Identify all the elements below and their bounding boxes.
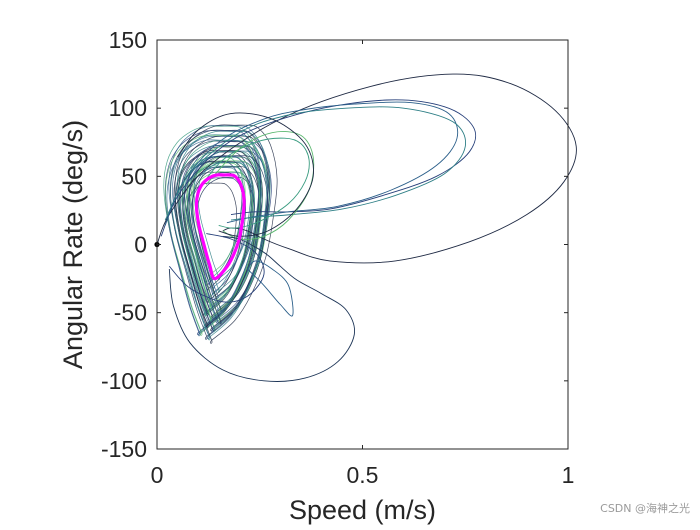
orbit-line [197, 162, 253, 281]
trajectory-line [247, 260, 294, 317]
orbit-line [184, 160, 261, 321]
y-tick-label: 50 [121, 163, 147, 189]
y-tick-label: -150 [101, 436, 147, 462]
x-tick-label: 1 [562, 462, 575, 488]
trajectory-series-group [156, 73, 577, 382]
orbit-line [188, 155, 269, 325]
trajectory-line [164, 106, 467, 221]
axis-ticks: 0 0.5 1 150 100 50 0 -50 -100 -150 [101, 27, 574, 488]
y-tick-label: 0 [134, 232, 147, 258]
orbit-line [182, 171, 245, 304]
trajectory-line [168, 235, 355, 382]
limit-cycle-line [194, 173, 246, 281]
trajectory-line [168, 233, 265, 303]
orbit-line [180, 165, 252, 317]
limit-cycle-group [194, 173, 246, 281]
y-tick-label: 150 [109, 27, 147, 53]
orbit-line [169, 129, 269, 340]
orbit-line [183, 156, 244, 285]
orbit-line [190, 177, 247, 295]
y-tick-label: -50 [114, 300, 147, 326]
trajectory-line [177, 112, 314, 237]
orbit-line [166, 139, 259, 337]
orbit-line [170, 134, 267, 341]
x-axis-label: Speed (m/s) [289, 495, 436, 525]
y-tick-label: 100 [109, 95, 147, 121]
x-tick-label: 0 [151, 462, 164, 488]
trajectory-line [197, 137, 310, 229]
orbit-line [189, 156, 252, 289]
y-tick-label: -100 [101, 368, 147, 394]
y-axis-label: Angular Rate (deg/s) [58, 120, 88, 369]
watermark: CSDN @海神之光 [600, 502, 690, 515]
trajectory-line [164, 101, 459, 226]
orbit-line [164, 130, 262, 336]
x-tick-label: 0.5 [347, 462, 379, 488]
trajectory-bundle [163, 124, 278, 344]
